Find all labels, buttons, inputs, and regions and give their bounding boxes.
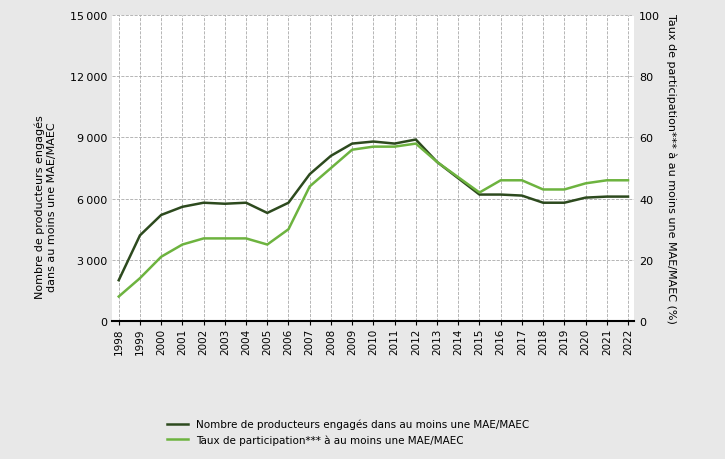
- Nombre de producteurs engagés dans au moins une MAE/MAEC: [602, 195, 611, 200]
- Taux de participation*** à au moins une MAE/MAEC: [518, 178, 526, 184]
- Nombre de producteurs engagés dans au moins une MAE/MAEC: [581, 196, 590, 201]
- Nombre de producteurs engagés dans au moins une MAE/MAEC: [497, 192, 505, 198]
- Taux de participation*** à au moins une MAE/MAEC: [454, 175, 463, 180]
- Taux de participation*** à au moins une MAE/MAEC: [241, 236, 250, 241]
- Taux de participation*** à au moins une MAE/MAEC: [624, 178, 632, 184]
- Taux de participation*** à au moins une MAE/MAEC: [560, 187, 568, 193]
- Taux de participation*** à au moins une MAE/MAEC: [412, 141, 420, 147]
- Taux de participation*** à au moins une MAE/MAEC: [475, 190, 484, 196]
- Nombre de producteurs engagés dans au moins une MAE/MAEC: [136, 233, 144, 239]
- Taux de participation*** à au moins une MAE/MAEC: [581, 181, 590, 187]
- Nombre de producteurs engagés dans au moins une MAE/MAEC: [199, 201, 208, 206]
- Taux de participation*** à au moins une MAE/MAEC: [263, 242, 272, 248]
- Taux de participation*** à au moins une MAE/MAEC: [602, 178, 611, 184]
- Y-axis label: Taux de participation*** à au moins une MAE/MAEC (%): Taux de participation*** à au moins une …: [666, 14, 676, 323]
- Taux de participation*** à au moins une MAE/MAEC: [136, 276, 144, 281]
- Nombre de producteurs engagés dans au moins une MAE/MAEC: [284, 201, 293, 206]
- Nombre de producteurs engagés dans au moins une MAE/MAEC: [539, 201, 547, 206]
- Legend: Nombre de producteurs engagés dans au moins une MAE/MAEC, Taux de participation*: Nombre de producteurs engagés dans au mo…: [162, 415, 534, 449]
- Taux de participation*** à au moins une MAE/MAEC: [433, 160, 442, 165]
- Nombre de producteurs engagés dans au moins une MAE/MAEC: [263, 211, 272, 216]
- Nombre de producteurs engagés dans au moins une MAE/MAEC: [624, 195, 632, 200]
- Taux de participation*** à au moins une MAE/MAEC: [157, 254, 165, 260]
- Taux de participation*** à au moins une MAE/MAEC: [497, 178, 505, 184]
- Taux de participation*** à au moins une MAE/MAEC: [539, 187, 547, 193]
- Line: Taux de participation*** à au moins une MAE/MAEC: Taux de participation*** à au moins une …: [119, 144, 628, 297]
- Line: Nombre de producteurs engagés dans au moins une MAE/MAEC: Nombre de producteurs engagés dans au mo…: [119, 140, 628, 280]
- Taux de participation*** à au moins une MAE/MAEC: [220, 236, 229, 241]
- Taux de participation*** à au moins une MAE/MAEC: [390, 145, 399, 150]
- Text: Nombre de producteurs engagés
dans au moins une MAE/MAEC: Nombre de producteurs engagés dans au mo…: [35, 115, 57, 298]
- Nombre de producteurs engagés dans au moins une MAE/MAEC: [433, 160, 442, 165]
- Nombre de producteurs engagés dans au moins une MAE/MAEC: [157, 213, 165, 218]
- Nombre de producteurs engagés dans au moins une MAE/MAEC: [348, 141, 357, 147]
- Taux de participation*** à au moins une MAE/MAEC: [178, 242, 187, 248]
- Taux de participation*** à au moins une MAE/MAEC: [326, 166, 335, 172]
- Nombre de producteurs engagés dans au moins une MAE/MAEC: [220, 202, 229, 207]
- Taux de participation*** à au moins une MAE/MAEC: [284, 227, 293, 232]
- Nombre de producteurs engagés dans au moins une MAE/MAEC: [560, 201, 568, 206]
- Nombre de producteurs engagés dans au moins une MAE/MAEC: [305, 172, 314, 178]
- Nombre de producteurs engagés dans au moins une MAE/MAEC: [115, 278, 123, 283]
- Nombre de producteurs engagés dans au moins une MAE/MAEC: [412, 137, 420, 143]
- Nombre de producteurs engagés dans au moins une MAE/MAEC: [518, 193, 526, 199]
- Nombre de producteurs engagés dans au moins une MAE/MAEC: [475, 192, 484, 198]
- Nombre de producteurs engagés dans au moins une MAE/MAEC: [369, 140, 378, 145]
- Nombre de producteurs engagés dans au moins une MAE/MAEC: [241, 201, 250, 206]
- Taux de participation*** à au moins une MAE/MAEC: [115, 294, 123, 300]
- Nombre de producteurs engagés dans au moins une MAE/MAEC: [326, 154, 335, 159]
- Taux de participation*** à au moins une MAE/MAEC: [199, 236, 208, 241]
- Taux de participation*** à au moins une MAE/MAEC: [369, 145, 378, 150]
- Taux de participation*** à au moins une MAE/MAEC: [348, 148, 357, 153]
- Nombre de producteurs engagés dans au moins une MAE/MAEC: [454, 176, 463, 182]
- Nombre de producteurs engagés dans au moins une MAE/MAEC: [178, 205, 187, 210]
- Nombre de producteurs engagés dans au moins une MAE/MAEC: [390, 141, 399, 147]
- Taux de participation*** à au moins une MAE/MAEC: [305, 184, 314, 190]
